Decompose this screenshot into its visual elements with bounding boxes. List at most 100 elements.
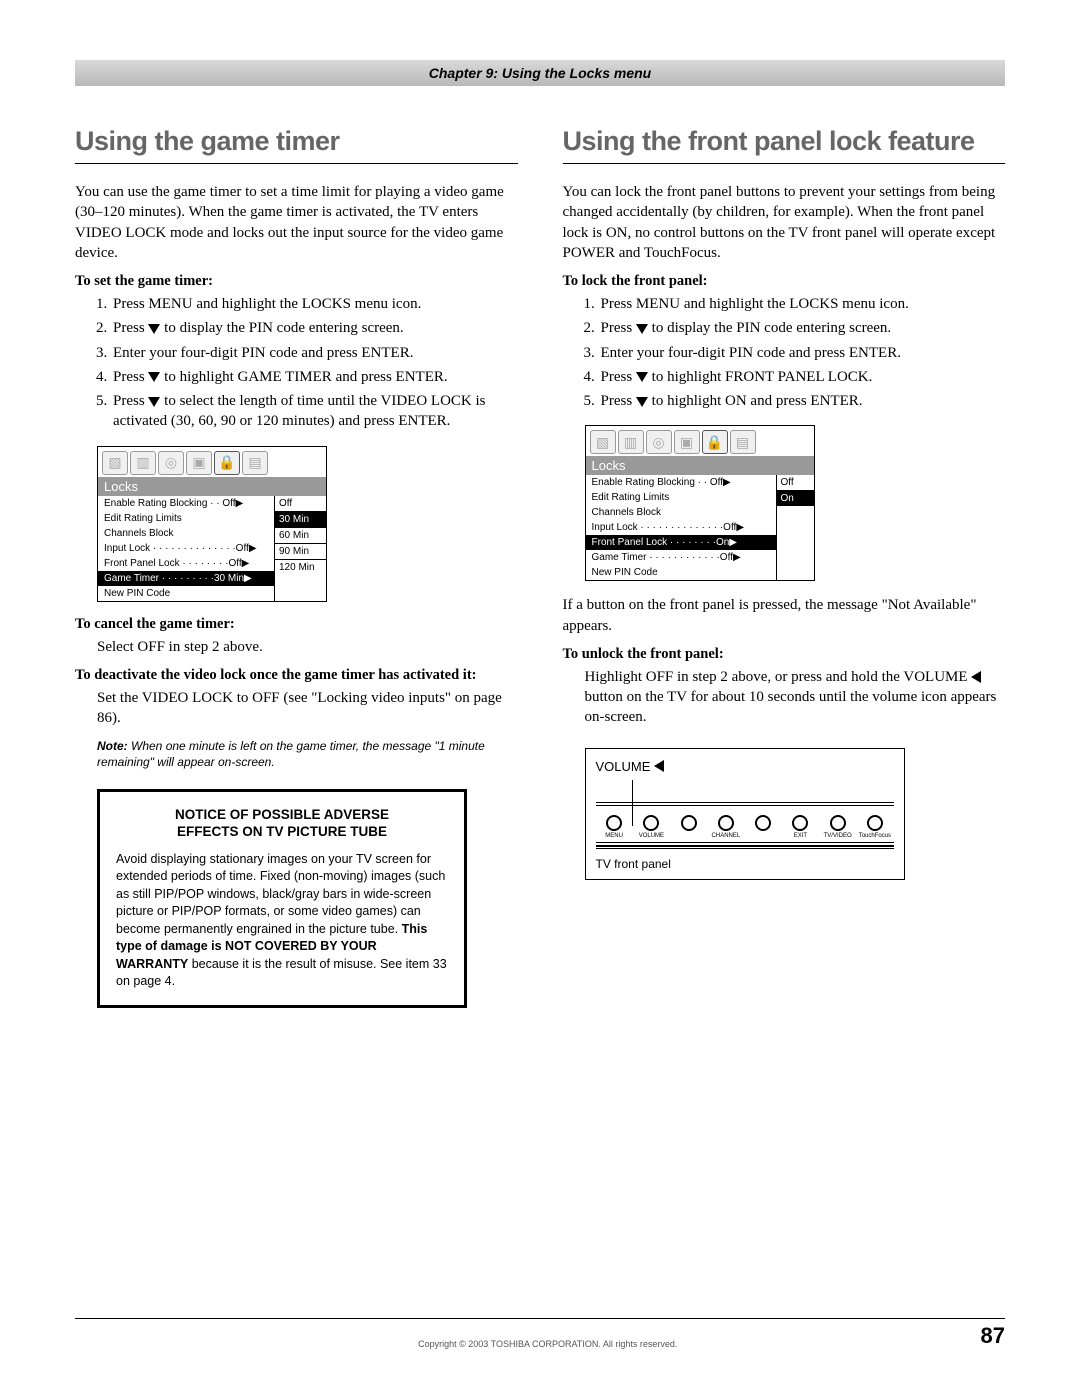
step: Press to highlight GAME TIMER and press … [111,367,518,387]
tab-icon: ▤ [730,430,756,454]
right-column: Using the front panel lock feature You c… [563,126,1006,1008]
locks-options: Off On [776,475,814,580]
step: Enter your four-digit PIN code and press… [599,343,1006,363]
lbl: EXIT [782,833,819,839]
t: Press [113,320,148,336]
note: Note: When one minute is left on the gam… [97,738,518,770]
down-arrow-icon [148,324,160,334]
panel-caption: TV front panel [596,857,894,871]
chapter-bar: Chapter 9: Using the Locks menu [75,60,1005,86]
tab-icon: ▤ [242,451,268,475]
locks-list: Enable Rating Blocking · · Off▶ Edit Rat… [586,475,776,580]
locks-row: Edit Rating Limits [586,490,776,505]
locks-row: Game Timer · · · · · · · · · · · ·Off▶ [586,550,776,565]
t: Press [601,393,636,409]
left-arrow-icon [654,760,664,772]
tab-icon: ◎ [646,430,672,454]
locks-row: Edit Rating Limits [98,511,274,526]
t: to highlight FRONT PANEL LOCK. [648,369,872,385]
panel-button [681,815,697,831]
t: VOLUME [596,759,651,774]
down-arrow-icon [636,397,648,407]
left-column: Using the game timer You can use the gam… [75,126,518,1008]
unlock-body: Highlight OFF in step 2 above, or press … [563,667,1006,728]
locks-row: Enable Rating Blocking · · Off▶ [586,475,776,490]
down-arrow-icon [636,372,648,382]
lock-icon: 🔒 [702,430,728,454]
panel-button [718,815,734,831]
cancel-head: To cancel the game timer: [75,616,518,633]
locks-row: Input Lock · · · · · · · · · · · · · ·Of… [586,520,776,535]
panel-button [643,815,659,831]
t: Press [601,369,636,385]
t: to highlight ON and press ENTER. [648,393,863,409]
step: Press MENU and highlight the LOCKS menu … [599,294,1006,314]
locks-row: Front Panel Lock · · · · · · · ·Off▶ [98,556,274,571]
tab-icon: ▧ [590,430,616,454]
deactivate-body: Set the VIDEO LOCK to OFF (see "Locking … [75,688,518,729]
t: Highlight OFF in step 2 above, or press … [585,669,972,685]
t: to display the PIN code entering screen. [648,320,891,336]
t: button on the TV for about 10 seconds un… [585,689,997,725]
panel-button [792,815,808,831]
t: to display the PIN code entering screen. [160,320,403,336]
panel-strip: MENU VOLUME CHANNEL EXIT TV/VIDEO TouchF… [596,802,894,849]
tab-icon: ▧ [102,451,128,475]
lock-icon: 🔒 [214,451,240,475]
page-number: 87 [981,1323,1005,1349]
panel-button [755,815,771,831]
locks-list: Enable Rating Blocking · · Off▶ Edit Rat… [98,496,274,601]
panel-button [867,815,883,831]
lock-panel-head: To lock the front panel: [563,273,1006,290]
locks-row-selected: Game Timer · · · · · · · · ·30 Min▶ [98,571,274,586]
step: Press to select the length of time until… [111,391,518,432]
t: Avoid displaying stationary images on yo… [116,852,445,936]
t: to select the length of time until the V… [113,393,486,429]
locks-title: Locks [586,456,814,475]
tab-icon: ▥ [130,451,156,475]
lbl: TouchFocus [856,833,893,839]
panel-labels: MENU VOLUME CHANNEL EXIT TV/VIDEO TouchF… [596,833,894,843]
lock-panel-steps: Press MENU and highlight the LOCKS menu … [563,294,1006,411]
locks-title: Locks [98,477,326,496]
locks-row: New PIN Code [586,565,776,580]
opt-selected: On [777,491,814,506]
locks-row: Channels Block [586,505,776,520]
step: Press to display the PIN code entering s… [111,318,518,338]
tab-icon: ◎ [158,451,184,475]
t: to highlight GAME TIMER and press ENTER. [160,369,447,385]
front-panel-figure: VOLUME MENU VOLUME [585,748,905,880]
opt: Off [777,475,814,491]
t: NOTICE OF POSSIBLE ADVERSE [175,807,389,822]
t: Press [113,369,148,385]
note-label: Note: [97,739,128,753]
opt: 120 Min [275,560,326,575]
content-columns: Using the game timer You can use the gam… [75,126,1005,1008]
set-timer-steps: Press MENU and highlight the LOCKS menu … [75,294,518,432]
left-rule [75,163,518,164]
locks-options: Off 30 Min 60 Min 90 Min 120 Min [274,496,326,601]
opt: 90 Min [275,544,326,560]
lbl [670,833,707,839]
unlock-head: To unlock the front panel: [563,646,1006,663]
page-footer: Copyright © 2003 TOSHIBA CORPORATION. Al… [75,1318,1005,1349]
locks-tabs: ▧ ▥ ◎ ▣ 🔒 ▤ [586,426,814,456]
lbl: MENU [596,833,633,839]
left-arrow-icon [971,671,981,683]
right-heading: Using the front panel lock feature [563,126,1006,157]
locks-row: Channels Block [98,526,274,541]
down-arrow-icon [636,324,648,334]
left-heading: Using the game timer [75,126,518,157]
panel-button [830,815,846,831]
locks-row: Input Lock · · · · · · · · · · · · · ·Of… [98,541,274,556]
locks-figure-right: ▧ ▥ ◎ ▣ 🔒 ▤ Locks Enable Rating Blocking… [585,425,815,581]
copyright: Copyright © 2003 TOSHIBA CORPORATION. Al… [115,1339,981,1349]
t: Press [113,393,148,409]
right-rule [563,163,1006,164]
tab-icon: ▣ [186,451,212,475]
step: Press to display the PIN code entering s… [599,318,1006,338]
panel-button [606,815,622,831]
lbl: CHANNEL [707,833,744,839]
tab-icon: ▥ [618,430,644,454]
down-arrow-icon [148,372,160,382]
